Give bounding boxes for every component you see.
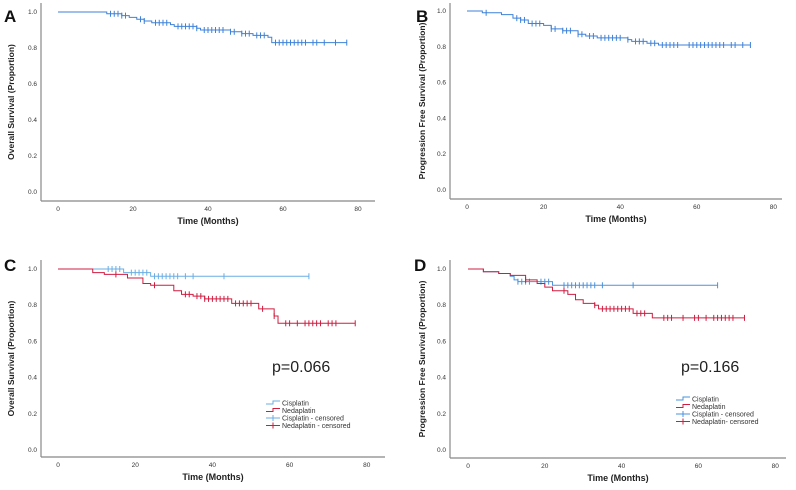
x-tick-label: 20 — [541, 463, 549, 470]
x-axis-title: Time (Months) — [182, 472, 243, 482]
y-tick-label: 1.0 — [437, 266, 446, 273]
y-axis-title: Progression Free Survival (Proportion) — [417, 22, 427, 179]
p-value: p=0.066 — [272, 359, 330, 376]
y-tick-label: 0.4 — [437, 115, 446, 122]
y-tick-label: 0.0 — [437, 187, 446, 194]
x-tick-label: 40 — [617, 204, 625, 211]
y-tick-label: 1.0 — [28, 9, 37, 16]
panel-d: D 0.0 0.2 0.4 0.6 0.8 1.0 0 20 40 60 80 Time (Months… — [414, 256, 786, 483]
y-tick-label: 0.8 — [28, 302, 37, 309]
panel-b: B 0.0 0.2 0.4 0.6 0.8 1.0 0 20 40 60 80 Time (Months… — [416, 3, 782, 224]
survival-curve-nedaplatin — [468, 268, 745, 319]
legend-label: Nedaplatin - censored — [282, 423, 351, 430]
x-tick-label: 0 — [466, 463, 470, 470]
y-tick-label: 0.2 — [28, 153, 37, 160]
x-tick-label: 60 — [279, 206, 287, 213]
y-tick-label: 0.8 — [28, 45, 37, 52]
x-tick-label: 80 — [772, 463, 780, 470]
survival-curve — [58, 11, 347, 44]
y-tick-label: 0.8 — [437, 302, 446, 309]
x-tick-label: 40 — [209, 462, 217, 469]
y-tick-label: 0.6 — [28, 81, 37, 88]
y-tick-label: 0.0 — [437, 447, 446, 454]
panel-label: C — [4, 256, 16, 275]
y-tick-label: 0.4 — [28, 117, 37, 124]
y-tick-label: 0.2 — [437, 411, 446, 418]
x-tick-label: 80 — [770, 204, 778, 211]
legend-label: Cisplatin - censored — [692, 412, 754, 419]
x-axis-title: Time (Months) — [585, 214, 646, 224]
legend-label: Nedaplatin — [282, 408, 316, 415]
legend-line-swatch — [676, 404, 690, 408]
y-axis-title: Overall Survival (Proportion) — [6, 300, 16, 416]
y-tick-label: 0.2 — [437, 151, 446, 158]
panel-a: A 0.0 0.2 0.4 0.6 0.8 1.0 0 20 40 60 80 Time (Months… — [4, 3, 375, 226]
legend-label: Cisplatin - censored — [282, 416, 344, 423]
panel-label: D — [414, 256, 426, 275]
legend-line-swatch — [266, 408, 280, 412]
p-value: p=0.166 — [681, 359, 739, 376]
x-tick-label: 0 — [56, 206, 60, 213]
y-tick-label: 0.8 — [437, 44, 446, 51]
x-tick-label: 80 — [363, 462, 371, 469]
legend-label: Nedaplatin- censored — [692, 419, 759, 426]
x-axis-title: Time (Months) — [587, 473, 648, 483]
x-tick-label: 20 — [540, 204, 548, 211]
panel-c: C 0.0 0.2 0.4 0.6 0.8 1.0 0 20 40 60 80 Time (Months… — [4, 256, 385, 482]
y-tick-label: 0.6 — [28, 338, 37, 345]
x-tick-label: 60 — [286, 462, 294, 469]
x-tick-label: 60 — [695, 463, 703, 470]
x-tick-label: 60 — [693, 204, 701, 211]
x-tick-label: 40 — [204, 206, 212, 213]
y-tick-label: 1.0 — [437, 8, 446, 15]
y-tick-label: 1.0 — [28, 266, 37, 273]
y-tick-label: 0.4 — [437, 375, 446, 382]
x-tick-label: 0 — [56, 462, 60, 469]
y-tick-label: 0.4 — [28, 375, 37, 382]
y-tick-label: 0.0 — [28, 189, 37, 196]
x-axis-title: Time (Months) — [177, 216, 238, 226]
survival-curve-cisplatin — [468, 268, 718, 286]
panel-label: A — [4, 7, 16, 26]
x-tick-label: 20 — [129, 206, 137, 213]
legend-line-swatch — [266, 400, 280, 405]
y-tick-label: 0.2 — [28, 411, 37, 418]
survival-curve-cisplatin — [58, 268, 309, 277]
x-tick-label: 20 — [132, 462, 140, 469]
panel-label: B — [416, 7, 428, 26]
y-tick-label: 0.0 — [28, 447, 37, 454]
y-axis-title: Progression Free Survival (Proportion) — [417, 280, 427, 437]
y-tick-label: 0.6 — [437, 80, 446, 87]
legend-label: Nedaplatin — [692, 404, 726, 411]
survival-curve-nedaplatin — [58, 268, 356, 324]
y-axis-title: Overall Survival (Proportion) — [6, 44, 16, 160]
x-tick-label: 80 — [354, 206, 362, 213]
x-tick-label: 40 — [618, 463, 626, 470]
legend-label: Cisplatin — [282, 401, 309, 408]
legend-line-swatch — [676, 396, 690, 401]
x-tick-label: 0 — [465, 204, 469, 211]
y-tick-label: 0.6 — [437, 338, 446, 345]
legend-label: Cisplatin — [692, 397, 719, 404]
